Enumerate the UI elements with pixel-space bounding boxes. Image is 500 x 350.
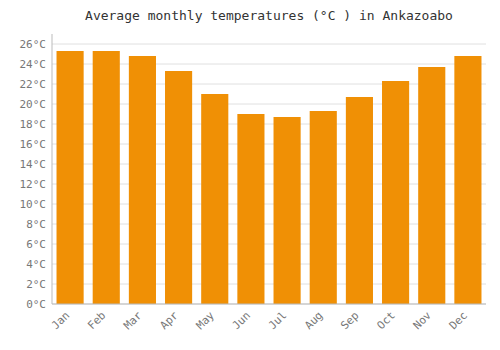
title: Average monthly temperatures (°C ) in An…: [85, 8, 453, 23]
bar: [274, 117, 301, 304]
bar: [57, 51, 84, 304]
y-tick-label: 16°C: [20, 138, 47, 151]
y-tick-label: 2°C: [26, 278, 46, 291]
x-tick-label: May: [194, 309, 218, 333]
bar: [201, 94, 228, 304]
y-tick-label: 24°C: [20, 58, 47, 71]
x-tick-label: Mar: [121, 309, 145, 333]
x-tick-label: Dec: [447, 309, 470, 332]
bar: [382, 81, 409, 304]
x-tick-label: Jan: [49, 309, 72, 332]
bar: [129, 56, 156, 304]
x-tick-label: Oct: [374, 309, 397, 332]
bar: [454, 56, 481, 304]
bar: [418, 67, 445, 304]
x-tick-label: Aug: [302, 309, 325, 332]
x-axis-line: [52, 304, 486, 305]
chart: Average monthly temperatures (°C ) in An…: [0, 0, 500, 350]
y-tick-label: 0°C: [26, 298, 46, 311]
x-tick-label: Apr: [157, 309, 181, 333]
x-tick-label: Jul: [266, 309, 289, 332]
y-tick-label: 18°C: [20, 118, 47, 131]
bar: [310, 111, 337, 304]
y-tick-label: 6°C: [26, 238, 46, 251]
bar: [346, 97, 373, 304]
bar: [165, 71, 192, 304]
y-tick-label: 20°C: [20, 98, 47, 111]
bar: [237, 114, 264, 304]
grid-line: [52, 44, 486, 45]
y-axis-line: [52, 34, 53, 304]
y-tick-label: 4°C: [26, 258, 46, 271]
x-tick-label: Sep: [338, 309, 361, 332]
x-tick-label: Nov: [411, 309, 435, 333]
x-tick-label: Jun: [230, 309, 253, 332]
y-tick-label: 12°C: [20, 178, 47, 191]
y-tick-label: 22°C: [20, 78, 47, 91]
y-grid: [52, 44, 486, 304]
y-tick-label: 10°C: [20, 198, 47, 211]
x-tick-label: Feb: [85, 309, 108, 332]
y-tick-label: 14°C: [20, 158, 47, 171]
y-tick-label: 26°C: [20, 38, 47, 51]
bars: [57, 51, 482, 304]
bar: [93, 51, 120, 304]
grid-line: [52, 304, 486, 305]
y-tick-label: 8°C: [26, 218, 46, 231]
